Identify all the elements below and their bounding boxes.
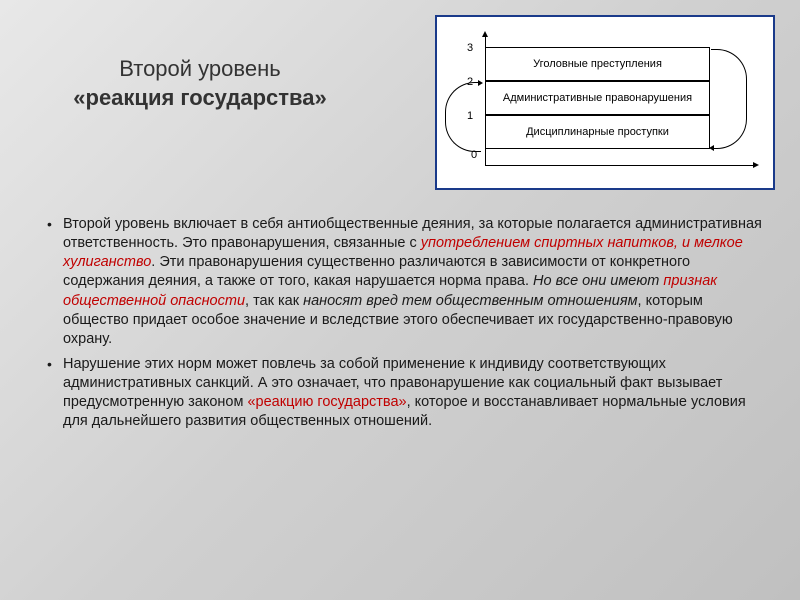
arc-right <box>711 49 747 149</box>
slide-title: Второй уровень «реакция государства» <box>60 55 340 112</box>
levels-diagram: 3 2 1 0 Уголовные преступления Администр… <box>435 15 775 190</box>
tick-3: 3 <box>467 42 473 54</box>
arc-left <box>445 82 481 152</box>
p1-g: наносят вред тем общественным отношениям <box>303 293 637 309</box>
diagram-inner: 3 2 1 0 Уголовные преступления Администр… <box>447 27 763 178</box>
x-axis <box>485 165 755 166</box>
title-line1: Второй уровень <box>119 56 280 81</box>
bullet-2: Нарушение этих норм может повлечь за соб… <box>45 355 765 432</box>
body-text: Второй уровень включает в себя антиобщес… <box>45 215 765 437</box>
p1-f: , так как <box>245 293 303 309</box>
bullet-1: Второй уровень включает в себя антиобщес… <box>45 215 765 349</box>
level-3-row: Уголовные преступления <box>485 47 710 81</box>
p2-b: «реакцию государства» <box>247 394 406 410</box>
level-1-row: Дисциплинарные проступки <box>485 115 710 149</box>
title-line2: «реакция государства» <box>73 85 326 110</box>
level-2-row: Административные правонарушения <box>485 81 710 115</box>
p1-d: Но все они имеют <box>533 273 663 289</box>
